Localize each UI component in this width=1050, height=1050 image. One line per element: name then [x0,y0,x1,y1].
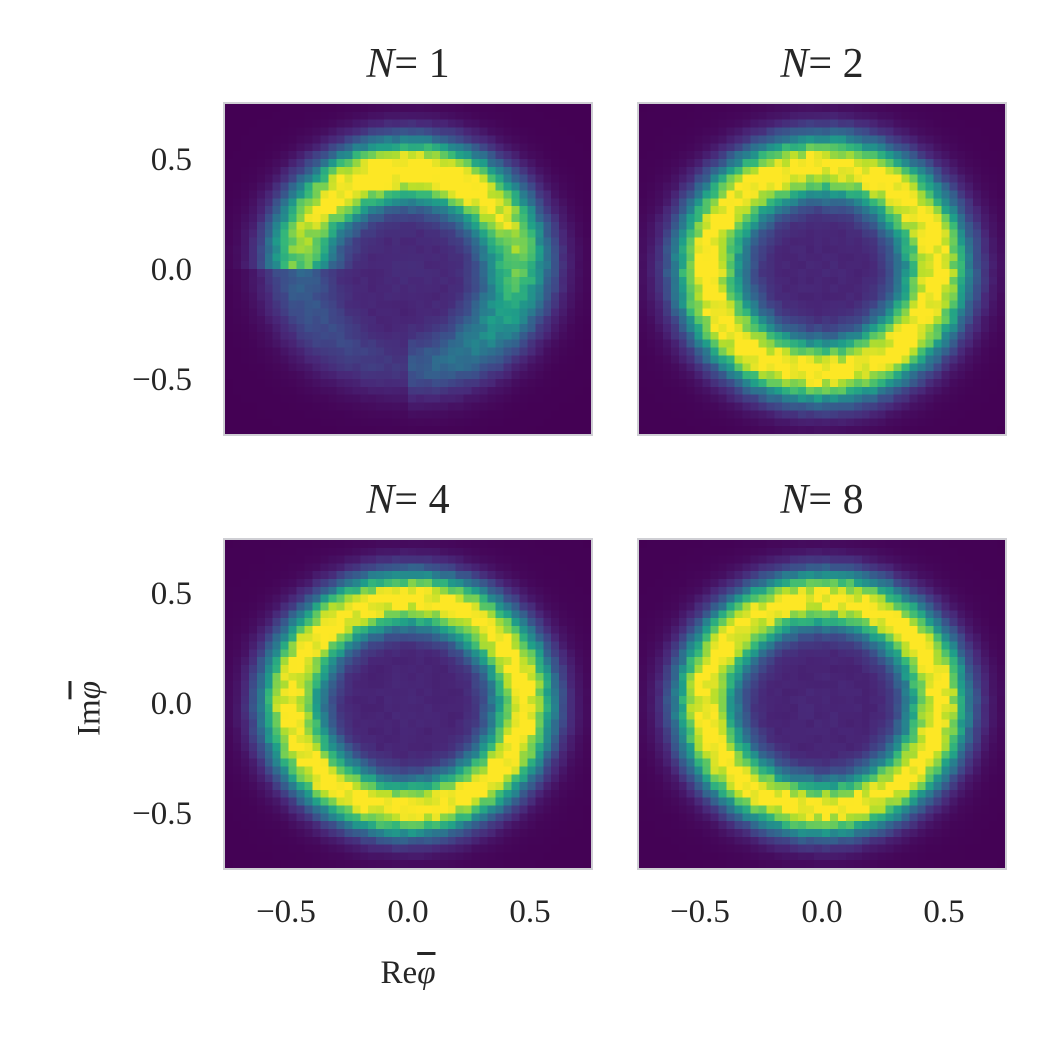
title-value: = 8 [808,477,864,523]
ytick-label: 0.5 [150,142,192,178]
panel-title-n1: N= 1 [224,40,592,88]
xtick-label: −0.5 [256,894,316,930]
panel-title-n2: N= 2 [638,40,1006,88]
xtick-label: 0.0 [387,894,429,930]
heatmap-panel-n2 [637,102,1007,436]
heatmap-canvas [225,540,591,868]
ytick-label: −0.5 [132,796,192,832]
panel-title-n8: N= 8 [638,476,1006,524]
xtick-label: −0.5 [670,894,730,930]
title-var: N [366,477,395,523]
title-value: = 1 [394,41,450,87]
title-var: N [366,41,395,87]
xtick-label: 0.5 [923,894,965,930]
xtick-label: 0.0 [801,894,843,930]
x-axis-label: Reφ [358,955,458,992]
ytick-label: −0.5 [132,362,192,398]
heatmap-canvas [639,104,1005,434]
ytick-label: 0.0 [150,686,192,722]
heatmap-canvas [225,104,591,434]
phi-bar-symbol: φ [71,681,108,700]
y-axis-label: Imφ [72,649,109,769]
heatmap-panel-n1 [223,102,593,436]
xtick-label: 0.5 [509,894,551,930]
phi-bar-symbol: φ [417,955,436,991]
heatmap-panel-n4 [223,538,593,870]
title-var: N [780,477,809,523]
title-value: = 4 [394,477,450,523]
ytick-label: 0.5 [150,576,192,612]
y-axis-label-prefix: Im [71,699,108,736]
panel-title-n4: N= 4 [224,476,592,524]
title-var: N [780,41,809,87]
heatmap-panel-n8 [637,538,1007,870]
x-axis-label-prefix: Re [380,955,418,991]
ytick-label: 0.0 [150,252,192,288]
title-value: = 2 [808,41,864,87]
heatmap-canvas [639,540,1005,868]
